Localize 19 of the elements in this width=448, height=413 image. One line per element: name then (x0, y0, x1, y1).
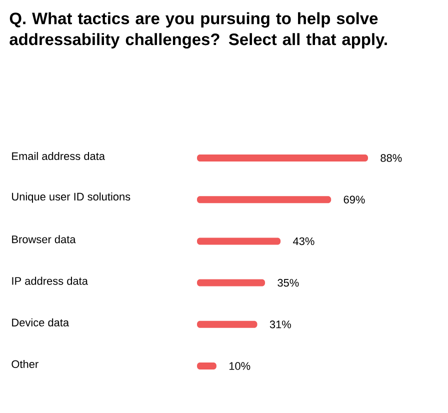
data-label: 35% (278, 278, 299, 287)
data-label: 88% (380, 154, 402, 162)
bar (197, 320, 258, 328)
bar (197, 279, 266, 286)
data-label: 10% (229, 362, 250, 370)
y-tick-label: Other (12, 360, 38, 368)
data-label: 43% (293, 237, 314, 246)
y-tick-label: Unique user ID solutions (12, 192, 130, 203)
y-tick-label: IP address data (12, 276, 88, 285)
bar (197, 362, 216, 370)
y-tick-label: Email address data (12, 152, 105, 160)
y-tick-label: Device data (12, 318, 70, 326)
y-tick-label: Browser data (12, 235, 76, 244)
chart-title: Q. What tactics are you pursuing to help solve addressability challenges? Select all that apply. (10, 12, 387, 49)
bar (197, 196, 332, 204)
data-label: 69% (344, 196, 365, 204)
bar (197, 154, 368, 162)
bar (197, 238, 281, 245)
data-label: 31% (270, 320, 291, 328)
